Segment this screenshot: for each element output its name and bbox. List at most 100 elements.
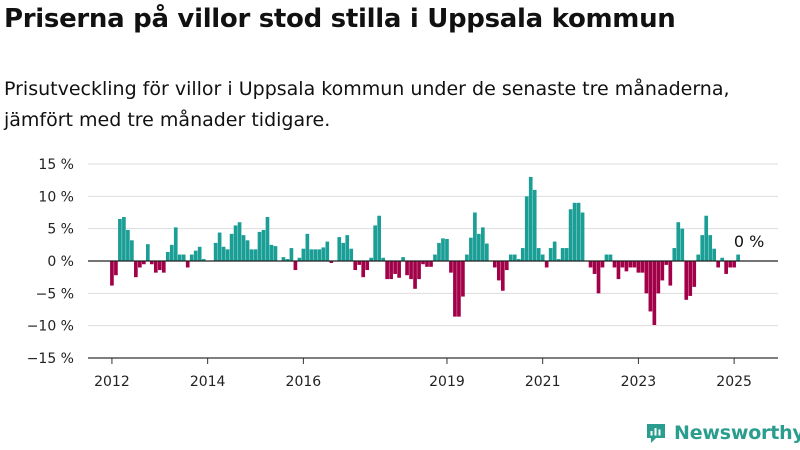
bar [149,261,154,265]
x-tick-label: 2019 [429,374,465,390]
bar [692,261,697,287]
annotations: 0 % [734,232,764,251]
bar [173,227,178,261]
bar [604,254,609,261]
last-value-label: 0 % [734,232,764,251]
bar [672,248,677,261]
bar [393,261,397,274]
bar [708,235,713,261]
bar [644,261,649,294]
bar [660,261,665,281]
x-tick-label: 2014 [190,374,226,390]
bar [145,244,150,261]
bar [309,249,314,261]
bar [193,250,198,261]
bar [576,202,581,261]
bar [636,261,641,273]
bar [516,259,521,261]
bar [437,242,441,261]
bar [297,257,302,261]
bar [600,261,605,268]
bar [114,261,118,276]
bar [177,254,182,261]
bar [696,254,701,261]
bar [441,238,445,261]
bar [197,246,202,261]
bar [325,241,330,261]
gridlines [88,163,778,327]
bar [433,254,437,261]
bar [676,222,681,261]
bar [134,261,138,278]
chart-title: Priserna på villor stod stilla i Uppsala… [4,4,676,34]
newsworthy-brand: Newsworthy [644,418,800,448]
bar [169,244,174,261]
bar [612,261,617,268]
bar [568,209,573,261]
bars [110,176,740,326]
bar [357,261,362,265]
bar [122,217,126,261]
bar [560,248,565,261]
bar [608,254,613,261]
bar [724,261,728,274]
bar [365,261,370,271]
bar [249,249,254,261]
bar [556,259,561,261]
bar [457,261,461,317]
bar [142,261,146,265]
bar [138,261,142,268]
bar [540,254,545,261]
x-tick-label: 2023 [621,374,657,390]
bar [652,261,657,326]
bar [285,259,290,261]
bar [253,249,258,261]
x-tick-label: 2012 [94,374,130,390]
bar [373,225,378,261]
bar [477,233,481,261]
bar [688,261,693,296]
bar [417,261,421,280]
bar [281,257,286,261]
bar [337,237,342,261]
chart-subtitle: Prisutveckling för villor i Uppsala komm… [4,78,730,131]
bar [413,261,417,289]
newsworthy-logo-icon [647,424,665,443]
bar [369,257,374,261]
bar [165,251,170,261]
bar [532,189,537,261]
bar [481,227,485,261]
bar [544,261,549,268]
bar [321,247,326,261]
bar [648,261,653,312]
bar [349,248,354,261]
bar [110,261,114,286]
brand-name: Newsworthy [674,422,800,444]
bar [680,228,685,261]
bar [624,261,629,272]
bar [397,261,401,278]
bar [213,242,218,261]
y-tick-label: 10 % [38,189,74,205]
bar [640,261,645,273]
bar [616,261,621,280]
bar [301,248,306,261]
bar [429,261,433,267]
bar [217,232,222,261]
bar [620,261,625,268]
bar [425,261,429,267]
bar [305,233,310,261]
bar [548,248,553,261]
x-tick-label: 2016 [286,374,322,390]
y-tick-label: 15 % [38,157,74,173]
bar [245,240,250,261]
bar [449,261,453,273]
bar [377,215,381,261]
x-tick-label: 2025 [716,374,752,390]
bar [157,261,162,271]
y-tick-label: 5 % [47,222,74,238]
bar [732,261,736,268]
bar [293,261,298,271]
bar [552,241,557,261]
